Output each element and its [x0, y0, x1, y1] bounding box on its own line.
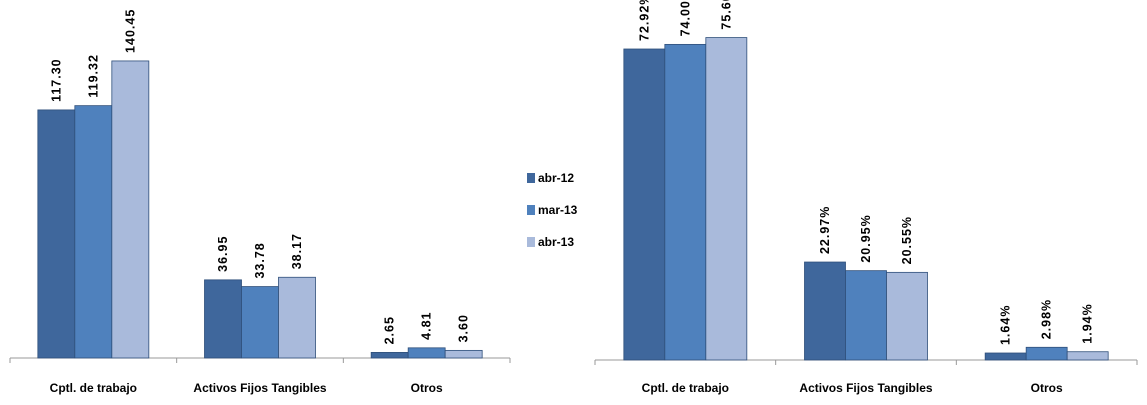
value-label: 1.94% [1081, 303, 1095, 343]
bar [444, 349, 483, 359]
legend-label: mar-13 [538, 203, 578, 217]
bar [845, 270, 887, 361]
bar [407, 347, 446, 359]
bar [1066, 351, 1109, 361]
value-label: 20.55% [900, 216, 914, 264]
x-tick-label: Cptl. de trabajo [50, 381, 137, 395]
x-tick-label: Otros [1031, 381, 1063, 395]
legend-label: abr-12 [538, 171, 574, 185]
bar [111, 60, 150, 359]
x-tick-label: Cptl. de trabajo [642, 381, 729, 395]
x-tick-label: Activos Fijos Tangibles [799, 381, 932, 395]
legend-label: abr-13 [538, 235, 574, 249]
bar [370, 351, 409, 359]
value-label: 33.78 [253, 242, 267, 278]
value-label: 4.81 [420, 311, 434, 339]
bar [241, 286, 279, 359]
value-label: 22.97% [818, 206, 832, 254]
bar [74, 105, 113, 359]
bar [804, 261, 846, 361]
legend-swatch [527, 205, 535, 215]
bar [886, 271, 928, 361]
value-label: 38.17 [290, 233, 304, 269]
value-label: 1.64% [999, 305, 1013, 345]
value-label: 20.95% [859, 214, 873, 262]
value-label: 75.60% [719, 0, 733, 30]
bar [37, 109, 76, 359]
value-label: 2.65 [383, 316, 397, 344]
bar [1025, 346, 1068, 361]
bar [705, 37, 748, 361]
value-label: 140.45 [123, 9, 137, 53]
value-label: 3.60 [457, 314, 471, 342]
legend-swatch [527, 173, 535, 183]
value-label: 36.95 [216, 236, 230, 272]
value-label: 72.92% [637, 0, 651, 41]
value-label: 2.98% [1040, 299, 1054, 339]
bar [623, 48, 666, 361]
value-label: 117.30 [49, 58, 63, 102]
x-tick-label: Otros [411, 381, 443, 395]
value-label: 119.32 [86, 54, 100, 98]
bar [664, 43, 707, 361]
value-label: 74.00% [678, 0, 692, 36]
bar [204, 279, 242, 359]
legend-swatch [527, 237, 535, 247]
bar [278, 276, 316, 359]
x-tick-label: Activos Fijos Tangibles [193, 381, 326, 395]
bar [984, 352, 1027, 361]
